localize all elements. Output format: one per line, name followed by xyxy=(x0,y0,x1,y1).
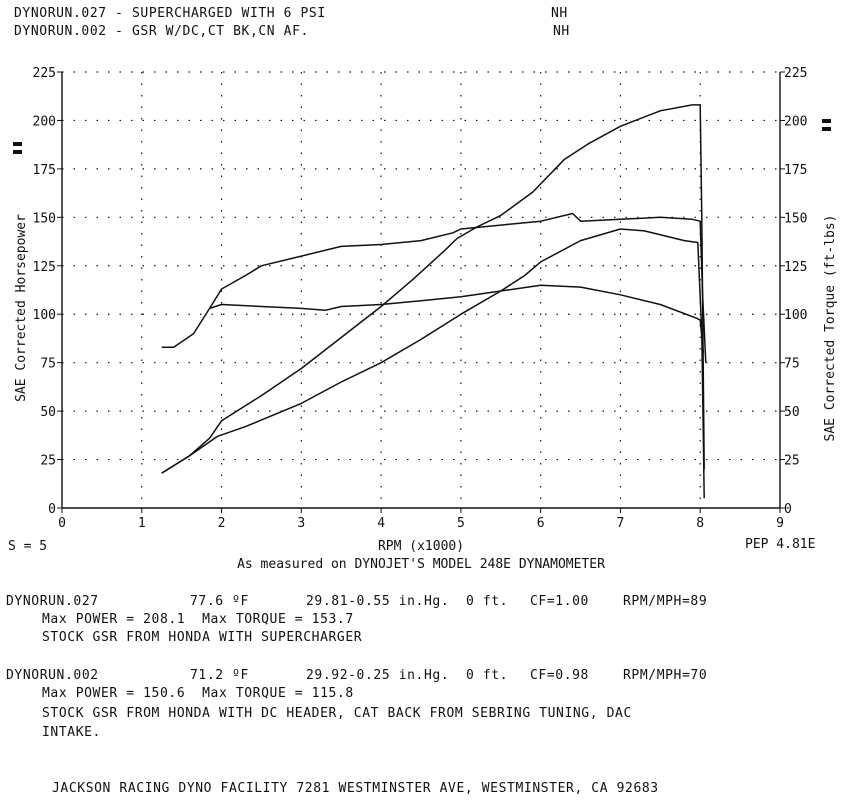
x-tick-label: 3 xyxy=(297,516,305,531)
run1-max: Max POWER = 208.1 Max TORQUE = 153.7 xyxy=(42,612,354,627)
run2-baro: 29.92-0.25 in.Hg. xyxy=(306,668,450,683)
facility-address: JACKSON RACING DYNO FACILITY 7281 WESTMI… xyxy=(52,781,659,796)
pep-code: PEP 4.81E xyxy=(745,537,815,552)
left-marker-bottom xyxy=(13,150,22,154)
x-tick-label: 2 xyxy=(218,516,226,531)
left-marker-top xyxy=(13,142,22,146)
run1-ratio: RPM/MPH=89 xyxy=(623,594,708,609)
x-tick-label: 9 xyxy=(776,516,784,531)
y-axis-label-left: SAE Corrected Horsepower xyxy=(14,214,29,402)
run1-baro: 29.81-0.55 in.Hg. xyxy=(306,594,450,609)
run2-cf: CF=0.98 xyxy=(530,668,589,683)
y-tick-label-left: 125 xyxy=(33,260,56,275)
series-line-dynorun-027-horsepower xyxy=(161,104,705,474)
run2-max: Max POWER = 150.6 Max TORQUE = 115.8 xyxy=(42,686,354,701)
y-tick-label-left: 150 xyxy=(33,211,56,226)
y-tick-label-right: 150 xyxy=(784,211,807,226)
run1-temp: 77.6 ºF xyxy=(190,594,249,609)
run2-alt: 0 ft. xyxy=(466,668,509,683)
right-marker-bottom xyxy=(822,127,831,131)
header-tag-1: NH xyxy=(551,6,568,21)
x-tick-label: 5 xyxy=(457,516,465,531)
run2-temp: 71.2 ºF xyxy=(190,668,249,683)
x-tick-label: 4 xyxy=(377,516,385,531)
y-tick-label-left: 175 xyxy=(33,163,56,178)
run1-desc: STOCK GSR FROM HONDA WITH SUPERCHARGER xyxy=(42,630,363,645)
x-tick-label: 7 xyxy=(617,516,625,531)
run1-cf: CF=1.00 xyxy=(530,594,589,609)
y-tick-label-left: 25 xyxy=(40,454,56,469)
y-tick-label-left: 100 xyxy=(33,308,56,323)
y-tick-label-right: 25 xyxy=(784,454,800,469)
scale-note: S = 5 xyxy=(8,539,47,554)
y-tick-label-left: 75 xyxy=(40,357,56,372)
y-tick-label-right: 200 xyxy=(784,114,807,129)
run1-name: DYNORUN.027 xyxy=(6,594,99,609)
y-tick-label-right: 100 xyxy=(784,308,807,323)
series-line-dynorun-002-torque xyxy=(209,284,705,354)
x-tick-label: 0 xyxy=(58,516,66,531)
y-axis-label-right: SAE Corrected Torque (ft-lbs) xyxy=(823,215,838,442)
header-tag-2: NH xyxy=(553,24,570,39)
y-tick-label-right: 50 xyxy=(784,405,800,420)
measured-note: As measured on DYNOJET'S MODEL 248E DYNA… xyxy=(237,557,605,572)
run2-ratio: RPM/MPH=70 xyxy=(623,668,708,683)
y-tick-label-left: 200 xyxy=(33,114,56,129)
header-line-1: DYNORUN.027 - SUPERCHARGED WITH 6 PSI xyxy=(14,6,326,21)
x-tick-label: 6 xyxy=(537,516,545,531)
series-line-dynorun-027-torque xyxy=(161,212,707,363)
right-marker-top xyxy=(822,119,831,123)
chart-grid xyxy=(62,71,780,508)
x-tick-label: 1 xyxy=(138,516,146,531)
y-tick-label-left: 225 xyxy=(33,66,56,81)
run2-name: DYNORUN.002 xyxy=(6,668,99,683)
header-line-2: DYNORUN.002 - GSR W/DC,CT BK,CN AF. xyxy=(14,24,309,39)
y-tick-label-left: 50 xyxy=(40,405,56,420)
y-tick-label-right: 175 xyxy=(784,163,807,178)
y-tick-label-right: 125 xyxy=(784,260,807,275)
run1-alt: 0 ft. xyxy=(466,594,509,609)
y-tick-label-right: 0 xyxy=(784,502,792,517)
y-tick-label-left: 0 xyxy=(48,502,56,517)
chart-series xyxy=(161,104,707,499)
x-axis-label: RPM (x1000) xyxy=(378,539,464,554)
run2-desc-2: INTAKE. xyxy=(42,725,101,740)
x-tick-label: 8 xyxy=(696,516,704,531)
y-tick-label-right: 225 xyxy=(784,66,807,81)
run2-desc-1: STOCK GSR FROM HONDA WITH DC HEADER, CAT… xyxy=(42,706,632,721)
y-tick-label-right: 75 xyxy=(784,357,800,372)
series-line-dynorun-002-horsepower xyxy=(161,228,705,499)
